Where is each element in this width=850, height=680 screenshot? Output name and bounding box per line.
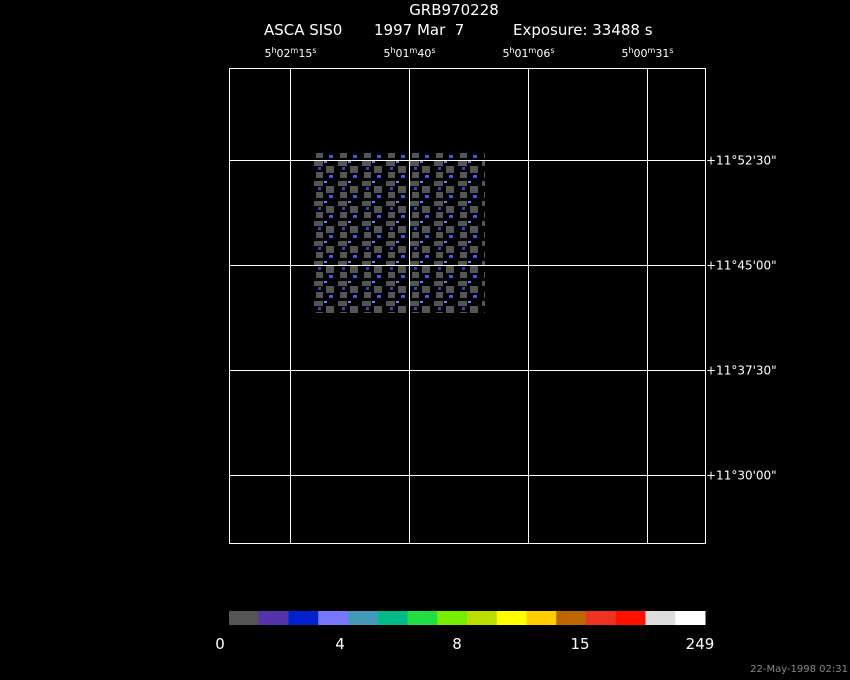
colorbar-swatch [258, 611, 289, 625]
colorbar-label: 4 [335, 635, 345, 653]
colorbar-swatch [526, 611, 557, 625]
ra-unit: s [431, 46, 435, 55]
exposure-region [312, 153, 485, 313]
ra-unit: m [410, 46, 418, 55]
ra-unit: s [550, 46, 554, 55]
ra-value: 02 [277, 47, 291, 60]
ra-value: 5 [621, 47, 628, 60]
colorbar-swatch [377, 611, 408, 625]
ra-value: 31 [655, 47, 669, 60]
colorbar-swatch [615, 611, 646, 625]
ra-unit: s [312, 46, 316, 55]
colorbar-label: 8 [452, 635, 462, 653]
ra-value: 00 [634, 47, 648, 60]
ra-label: 5h02m15s [264, 46, 316, 60]
ra-unit: h [509, 46, 514, 55]
ra-value: 5 [383, 47, 390, 60]
colorbar-swatch [467, 611, 498, 625]
ra-unit: m [648, 46, 656, 55]
ra-unit: s [669, 46, 673, 55]
ra-label: 5h00m31s [621, 46, 673, 60]
ra-unit: h [390, 46, 395, 55]
ra-unit: h [271, 46, 276, 55]
ra-value: 06 [536, 47, 550, 60]
ra-unit: m [529, 46, 537, 55]
ra-label: 5h01m40s [383, 46, 435, 60]
exposure: Exposure: 33488 s [513, 21, 653, 39]
colorbar-swatch [318, 611, 349, 625]
dec-label: +11°45'00" [706, 259, 777, 273]
ra-label: 5h01m06s [502, 46, 554, 60]
colorbar-swatch [229, 611, 260, 625]
colorbar-swatch [496, 611, 527, 625]
colorbar-label: 249 [686, 635, 715, 653]
colorbar-swatch [675, 611, 706, 625]
ra-unit: h [628, 46, 633, 55]
colorbar-label: 15 [570, 635, 589, 653]
ra-unit: m [291, 46, 299, 55]
instrument: ASCA SIS0 [264, 21, 342, 39]
ra-value: 5 [502, 47, 509, 60]
colorbar-swatch [288, 611, 319, 625]
colorbar-swatch [586, 611, 617, 625]
colorbar-swatch [407, 611, 438, 625]
colorbar-swatch [348, 611, 379, 625]
plot-frame [229, 68, 706, 544]
dec-label: +11°52'30" [706, 154, 777, 168]
timestamp: 22-May-1998 02:31 [750, 664, 848, 675]
colorbar-label: 0 [215, 635, 225, 653]
title: GRB970228 [409, 1, 499, 19]
dec-label: +11°30'00" [706, 469, 777, 483]
ra-value: 01 [515, 47, 529, 60]
ra-value: 40 [417, 47, 431, 60]
ra-value: 15 [298, 47, 312, 60]
colorbar-swatch [645, 611, 676, 625]
colorbar: 0 4 8 15 249 [215, 611, 714, 653]
ra-value: 01 [396, 47, 410, 60]
obs-date: 1997 Mar 7 [374, 21, 464, 39]
colorbar-swatch [556, 611, 587, 625]
dec-label: +11°37'30" [706, 364, 777, 378]
ra-value: 5 [264, 47, 271, 60]
coordinate-grid: 5h02m15s 5h01m40s 5h01m06s 5h00m31s+11°52'3… [229, 46, 777, 543]
colorbar-swatch [437, 611, 468, 625]
